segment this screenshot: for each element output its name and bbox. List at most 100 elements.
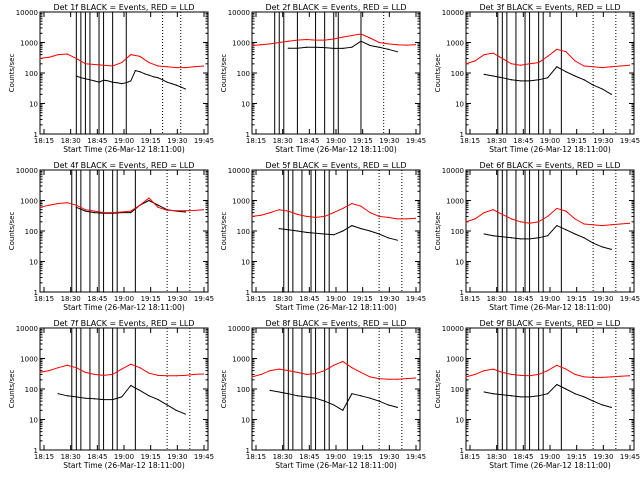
data-point-lld: [414, 44, 417, 46]
y-tick-label: 1000: [446, 198, 464, 206]
data-point-lld: [278, 209, 280, 211]
y-tick-label: 10: [241, 259, 250, 267]
data-point-lld: [528, 63, 531, 65]
data-point-events: [166, 404, 168, 406]
x-tick-label: 18:30: [273, 295, 293, 303]
x-tick-label: 19:45: [194, 137, 214, 145]
data-point-events: [287, 47, 289, 49]
panel-title: Det 2f BLACK = Events, RED = LLD: [265, 3, 406, 12]
data-point-events: [369, 230, 371, 232]
data-point-lld: [39, 206, 41, 208]
x-tick-label: 19:45: [620, 295, 640, 303]
data-point-events: [483, 233, 485, 235]
data-point-lld: [75, 204, 77, 206]
data-point-lld: [314, 39, 317, 41]
y-axis-label: Counts/sec: [434, 54, 442, 93]
data-point-lld: [57, 202, 59, 205]
x-tick-label: 19:15: [141, 295, 161, 303]
data-point-lld: [66, 53, 68, 55]
data-point-events: [492, 75, 494, 77]
data-point-lld: [251, 44, 253, 47]
data-point-lld: [519, 221, 522, 223]
data-point-events: [538, 395, 540, 397]
data-point-lld: [592, 224, 594, 226]
series-line-lld: [251, 360, 416, 380]
panel-6f: Det 6f BLACK = Events, RED = LLD 1 10 100 10…: [434, 161, 640, 312]
x-tick-label: 19:00: [540, 137, 560, 145]
data-point-events: [610, 93, 612, 95]
data-point-lld: [501, 371, 503, 374]
y-tick-label: 1: [460, 289, 464, 297]
y-tick-label: 1000: [20, 356, 38, 364]
x-tick-label: 19:15: [567, 453, 587, 461]
x-tick-label: 18:15: [246, 295, 266, 303]
data-point-lld: [369, 37, 371, 39]
y-tick-label: 10000: [442, 325, 464, 333]
data-point-events: [296, 230, 299, 232]
data-point-lld: [538, 61, 540, 64]
data-point-lld: [287, 370, 289, 372]
x-tick-label: 18:45: [513, 453, 533, 461]
x-axis-label: Start Time (26-Mar-12 18:11:00): [275, 461, 397, 470]
data-point-lld: [112, 212, 114, 214]
y-tick-label: 1000: [232, 356, 250, 364]
x-tick-label: 18:45: [299, 453, 319, 461]
data-point-lld: [48, 204, 50, 206]
data-point-lld: [369, 376, 371, 378]
y-tick-label: 1: [34, 289, 38, 297]
data-point-lld: [314, 372, 317, 375]
plot-frame: [39, 11, 209, 135]
data-point-events: [148, 199, 150, 202]
y-tick-label: 1000: [20, 40, 38, 48]
data-point-lld: [148, 197, 150, 199]
data-point-events: [75, 396, 77, 398]
data-point-lld: [574, 373, 576, 376]
panel-title: Det 1f BLACK = Events, RED = LLD: [53, 3, 194, 12]
data-point-events: [269, 389, 271, 391]
data-point-lld: [193, 209, 195, 212]
data-point-lld: [175, 210, 177, 212]
x-axis-label: Start Time (26-Mar-12 18:11:00): [489, 461, 611, 470]
x-tick-label: 18:30: [61, 295, 81, 303]
data-point-lld: [387, 378, 389, 380]
x-tick-label: 19:30: [379, 453, 399, 461]
panel-title: Det 3f BLACK = Events, RED = LLD: [479, 3, 620, 12]
data-point-lld: [405, 218, 407, 220]
data-point-lld: [269, 370, 271, 372]
data-point-lld: [148, 61, 150, 64]
data-point-lld: [519, 64, 522, 66]
series-line-lld: [251, 202, 416, 220]
y-tick-label: 1: [34, 447, 38, 455]
y-tick-label: 10000: [16, 167, 38, 175]
data-point-lld: [360, 33, 362, 35]
x-tick-label: 19:45: [194, 295, 214, 303]
data-point-lld: [342, 207, 344, 210]
x-tick-label: 18:45: [299, 295, 319, 303]
y-tick-label: 1000: [232, 40, 250, 48]
panel-3f: Det 3f BLACK = Events, RED = LLD 1 10 100 10…: [434, 3, 640, 154]
data-point-events: [351, 393, 353, 395]
series-line-events: [58, 384, 186, 415]
data-point-lld: [130, 210, 132, 212]
data-point-lld: [414, 377, 417, 379]
data-point-lld: [601, 376, 603, 379]
x-tick-label: 19:30: [593, 295, 613, 303]
x-tick-label: 18:15: [34, 453, 54, 461]
data-point-lld: [565, 368, 567, 370]
data-point-lld: [610, 224, 612, 226]
y-tick-label: 1000: [446, 356, 464, 364]
panel-title: Det 4f BLACK = Events, RED = LLD: [53, 161, 194, 170]
x-tick-label: 18:30: [487, 453, 507, 461]
y-tick-label: 1: [460, 447, 464, 455]
data-point-events: [574, 393, 576, 395]
y-axis-label: Counts/sec: [434, 212, 442, 251]
x-tick-label: 18:15: [246, 453, 266, 461]
x-tick-label: 19:45: [406, 453, 426, 461]
data-point-lld: [333, 364, 335, 366]
x-tick-label: 18:15: [34, 137, 54, 145]
data-point-lld: [492, 52, 494, 54]
data-point-events: [556, 225, 558, 227]
x-tick-label: 18:45: [87, 295, 107, 303]
data-point-lld: [619, 223, 621, 225]
